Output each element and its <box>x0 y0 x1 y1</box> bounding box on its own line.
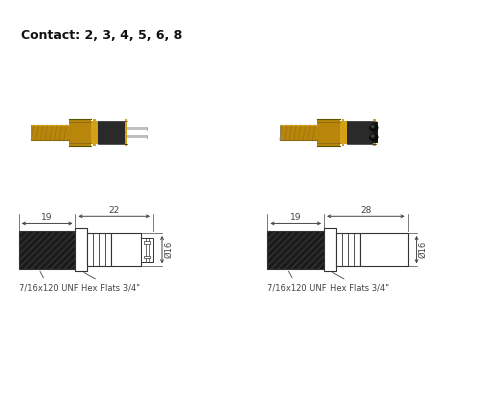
Circle shape <box>370 134 378 140</box>
Bar <box>98 120 127 144</box>
Bar <box>280 125 317 140</box>
Bar <box>144 241 150 244</box>
Bar <box>91 120 98 144</box>
Text: 28: 28 <box>360 206 372 215</box>
Bar <box>68 119 91 146</box>
Circle shape <box>372 135 374 137</box>
Bar <box>144 256 150 258</box>
Bar <box>342 119 344 146</box>
Bar <box>127 127 147 130</box>
Bar <box>268 230 324 269</box>
Bar <box>336 233 360 266</box>
Bar <box>324 228 336 271</box>
Text: Hex Flats 3/4": Hex Flats 3/4" <box>330 272 389 292</box>
Bar <box>141 238 153 262</box>
Bar <box>76 228 88 271</box>
Bar <box>19 230 76 269</box>
Bar <box>360 233 408 266</box>
Bar <box>88 233 112 266</box>
Circle shape <box>370 124 378 131</box>
Bar <box>94 119 96 146</box>
Bar <box>347 120 376 144</box>
Text: 19: 19 <box>42 213 53 222</box>
Bar <box>340 120 347 144</box>
Text: Ø16: Ø16 <box>164 241 173 258</box>
Text: 7/16x120 UNF: 7/16x120 UNF <box>19 271 78 292</box>
Bar <box>112 233 141 266</box>
Text: 7/16x120 UNF: 7/16x120 UNF <box>268 271 327 292</box>
Bar <box>372 122 378 143</box>
Text: 22: 22 <box>108 206 120 215</box>
Text: Hex Flats 3/4": Hex Flats 3/4" <box>82 272 140 292</box>
Text: Ø16: Ø16 <box>418 241 428 258</box>
Bar <box>31 125 68 140</box>
Bar <box>127 135 147 138</box>
Circle shape <box>372 125 374 128</box>
Text: 19: 19 <box>290 213 302 222</box>
Bar <box>374 119 376 146</box>
Bar <box>317 119 340 146</box>
Text: Contact: 2, 3, 4, 5, 6, 8: Contact: 2, 3, 4, 5, 6, 8 <box>22 29 182 42</box>
Bar <box>124 119 127 146</box>
